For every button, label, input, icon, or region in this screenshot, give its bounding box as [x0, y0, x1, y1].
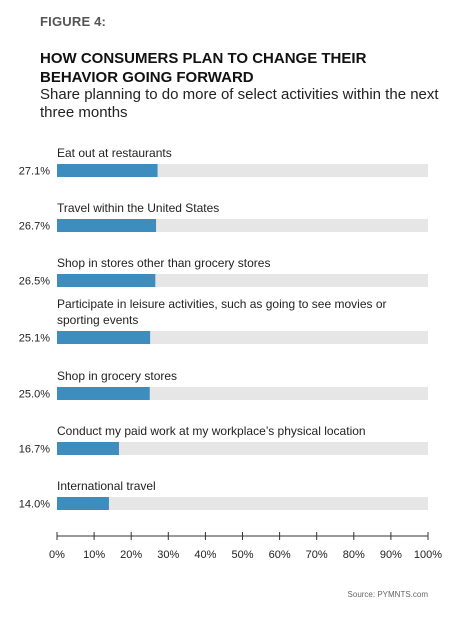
figure-label: FIGURE 4:: [40, 14, 107, 29]
category-label: sporting events: [57, 313, 138, 327]
chart-subtitle: Share planning to do more of select acti…: [40, 86, 439, 121]
x-tick-label: 70%: [306, 549, 328, 561]
category-label: Travel within the United States: [57, 201, 219, 215]
x-tick-label: 10%: [83, 549, 105, 561]
x-tick-label: 40%: [194, 549, 216, 561]
bar-value-label: 16.7%: [19, 444, 50, 456]
x-tick-label: 80%: [343, 549, 365, 561]
bar: [57, 219, 157, 232]
x-tick-label: 30%: [157, 549, 179, 561]
bar-value-label: 25.1%: [19, 333, 50, 345]
x-tick-label: 100%: [414, 549, 442, 561]
bar-value-label: 26.7%: [19, 221, 50, 233]
x-tick-label: 0%: [49, 549, 65, 561]
bar: [57, 387, 150, 400]
x-tick-label: 60%: [269, 549, 291, 561]
category-label: International travel: [57, 479, 156, 493]
source-note: Source: PYMNTS.com: [347, 590, 428, 599]
category-label: Participate in leisure activities, such …: [57, 297, 387, 311]
category-label: Shop in grocery stores: [57, 369, 177, 383]
bar-value-label: 27.1%: [19, 166, 50, 178]
bar: [57, 442, 119, 455]
bar: [57, 164, 158, 177]
bar-value-label: 26.5%: [19, 276, 50, 288]
x-tick-label: 50%: [231, 549, 253, 561]
bar-track: [57, 497, 428, 510]
bar-track: [57, 442, 428, 455]
bar-value-label: 14.0%: [19, 499, 50, 511]
category-label: Shop in stores other than grocery stores: [57, 256, 270, 270]
bar: [57, 274, 156, 287]
x-tick-label: 20%: [120, 549, 142, 561]
chart-title: HOW CONSUMERS PLAN TO CHANGE THEIR BEHAV…: [40, 50, 367, 86]
category-label: Conduct my paid work at my workplace’s p…: [57, 424, 366, 438]
category-label: Eat out at restaurants: [57, 146, 172, 160]
bar-value-label: 25.0%: [19, 389, 50, 401]
x-tick-label: 90%: [380, 549, 402, 561]
bar: [57, 497, 109, 510]
bar: [57, 331, 151, 344]
